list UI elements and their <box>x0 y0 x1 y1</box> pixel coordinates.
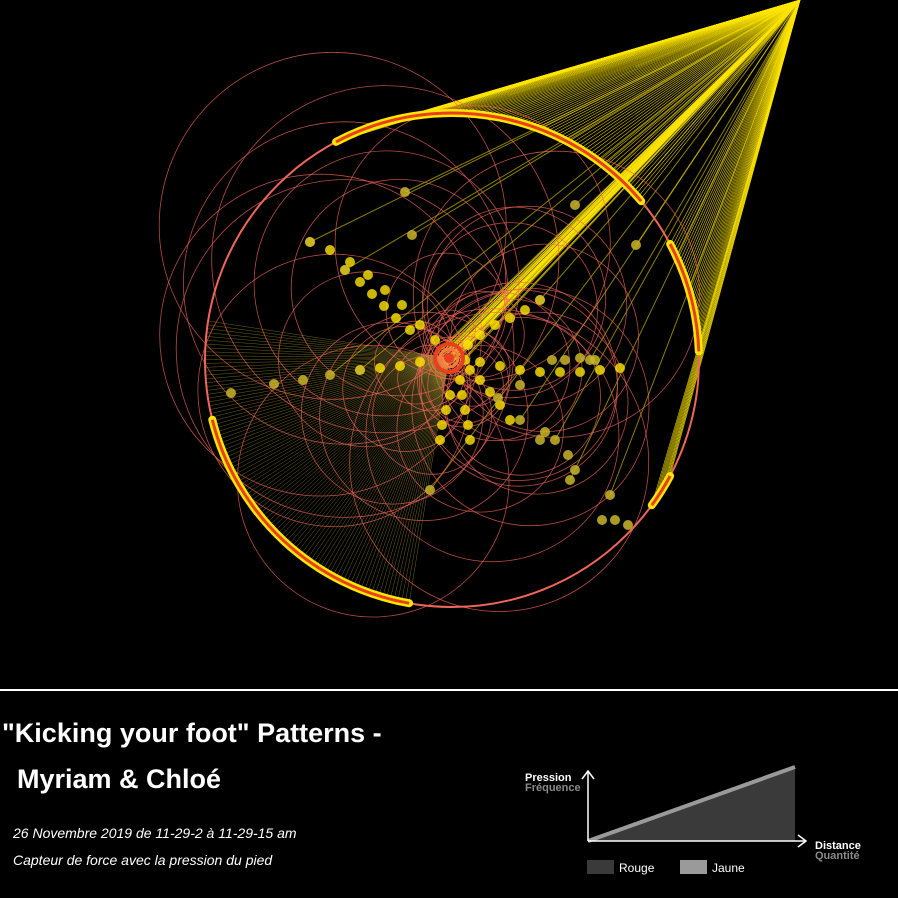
dot-scatter <box>226 187 641 530</box>
legend-swatch-jaune <box>680 860 707 874</box>
legend-y-arrow-icon <box>581 769 595 780</box>
legend-swatch-rouge <box>587 860 614 874</box>
outer-ring-highlights <box>208 109 703 608</box>
legend-trend-line <box>587 765 796 843</box>
legend-y-label-primary: Pression <box>525 772 572 784</box>
pattern-visualization <box>158 0 801 618</box>
dot-spoke-3 <box>455 375 475 445</box>
dot-spoke-5 <box>465 365 515 425</box>
legend-y-label-secondary: Fréquence <box>525 782 581 794</box>
highlight-arc-right <box>666 240 703 356</box>
section-divider <box>0 689 898 691</box>
highlight-arc-lowright <box>647 472 675 510</box>
ray-bundle-lowright <box>651 0 801 506</box>
date-range: 26 Novembre 2019 de 11-29-2 à 11-29-15 a… <box>13 825 297 841</box>
dot-spoke-7 <box>463 295 545 350</box>
legend-label-jaune: Jaune <box>712 861 745 875</box>
data-dots <box>226 187 641 530</box>
highlight-arc-top <box>332 109 646 206</box>
ray-bundle-dots <box>309 0 801 496</box>
page-title-line1: "Kicking your foot" Patterns - <box>2 718 382 748</box>
sensor-description: Capteur de force avec la pression du pie… <box>13 852 273 868</box>
center-hub <box>433 342 465 374</box>
orbit-circles <box>158 51 700 618</box>
ray-bundle-lowerleft <box>204 320 450 604</box>
legend-x-label-secondary: Quantité <box>815 850 860 862</box>
legend-x-arrow-icon <box>797 834 808 848</box>
legend-label-rouge: Rouge <box>619 861 655 875</box>
dot-spoke-4 <box>435 390 455 445</box>
dot-spoke-0 <box>305 237 440 345</box>
legend-x-label-primary: Distance <box>815 840 861 852</box>
dot-spoke-2 <box>460 355 625 377</box>
page-title-line2: Myriam & Chloé <box>17 764 222 794</box>
highlight-arc-lowerleft <box>208 415 414 608</box>
